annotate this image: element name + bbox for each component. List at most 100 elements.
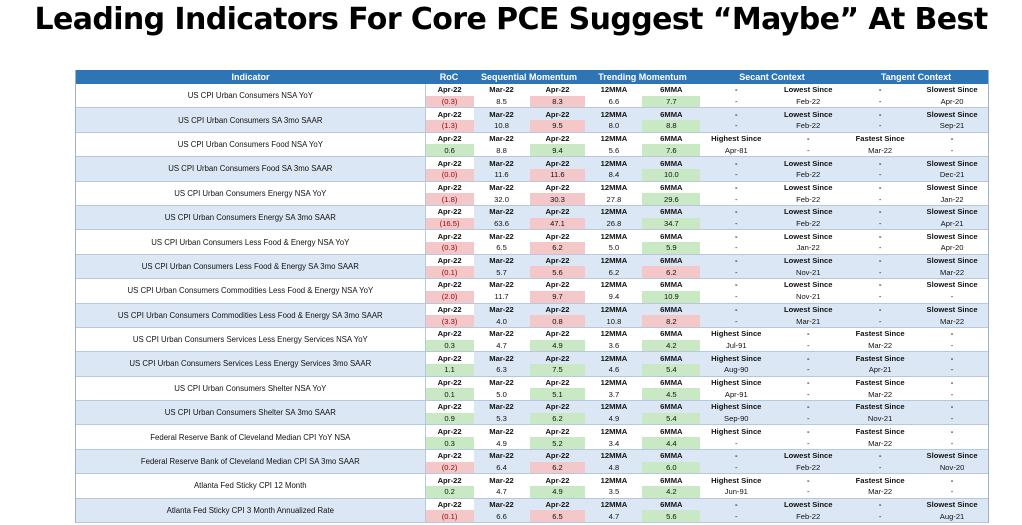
roc-period: Apr-22: [425, 84, 474, 96]
table-row: Atlanta Fed Sticky CPI 12 Month Apr-22 0…: [76, 474, 988, 499]
roc-value: (0.3): [425, 242, 474, 254]
mma12-cell: 12MMA 5.0: [585, 230, 642, 253]
roc-period: Apr-22: [425, 303, 474, 316]
tangent-a-cell: Fastest Since Mar-22: [844, 377, 916, 400]
table-row: US CPI Urban Consumers Less Food & Energ…: [76, 254, 988, 280]
secant-b-label: Lowest Since: [783, 280, 833, 290]
tangent-a-label: -: [878, 499, 882, 509]
seq-prev-period: Mar-22: [489, 231, 514, 241]
secant-b-cell: - -: [772, 328, 844, 351]
tangent-b-label: -: [950, 134, 954, 144]
seq-curr-value: 6.2: [529, 412, 586, 425]
tangent-b-value: Nov-20: [939, 462, 965, 472]
mma12-label: 12MMA: [600, 353, 628, 363]
secant-b-value: -: [806, 487, 810, 497]
roc-value: 0.9: [425, 412, 474, 425]
tangent-a-value: Mar-22: [868, 438, 893, 448]
tangent-a-label: Fastest Since: [855, 402, 905, 412]
mma12-label: 12MMA: [600, 158, 628, 168]
seq-curr-value: 0.8: [529, 315, 586, 327]
table-row: Federal Reserve Bank of Cleveland Median…: [76, 449, 988, 475]
roc-cell: Apr-22 0.2: [424, 474, 474, 498]
mma6-cell: 6MMA 5.9: [642, 230, 701, 254]
seq-prev-value: 4.9: [496, 438, 507, 448]
secant-b-label: -: [806, 329, 810, 339]
seq-prev-cell: Mar-22 5.3: [474, 401, 530, 424]
secant-a-cell: - -: [700, 450, 772, 473]
table-row: US CPI Urban Consumers Commodities Less …: [76, 303, 988, 328]
tangent-a-label: -: [878, 280, 882, 290]
tangent-b-value: -: [950, 487, 954, 497]
col-header-indicator: Indicator: [231, 72, 270, 82]
secant-b-cell: Lowest Since Nov-21: [772, 255, 844, 278]
table-header: Indicator RoC Sequential Momentum Trendi…: [76, 70, 988, 84]
roc-period: Apr-22: [425, 157, 474, 169]
roc-cell: Apr-22 (2.0): [424, 279, 474, 303]
indicator-name: US CPI Urban Consumers Energy SA 3mo SAA…: [164, 213, 336, 223]
secant-a-label: Highest Since: [711, 329, 762, 339]
secant-b-label: Lowest Since: [783, 182, 833, 192]
roc-value: (2.0): [425, 290, 474, 303]
roc-value: (0.0): [425, 168, 474, 181]
page-title: Leading Indicators For Core PCE Suggest …: [34, 2, 988, 37]
tangent-a-label: Fastest Since: [855, 134, 905, 144]
mma6-cell: 6MMA 4.2: [642, 328, 701, 352]
roc-value: (1.3): [425, 120, 474, 132]
tangent-a-label: -: [878, 207, 882, 217]
tangent-b-cell: - -: [916, 328, 988, 351]
tangent-a-cell: Fastest Since Mar-22: [844, 328, 916, 351]
tangent-a-cell: - -: [844, 230, 916, 253]
tangent-a-value: Mar-22: [868, 145, 893, 155]
roc-value: 0.2: [425, 485, 474, 498]
mma12-label: 12MMA: [600, 378, 628, 388]
indicator-name: US CPI Urban Consumers Less Food & Energ…: [141, 261, 359, 271]
col-header-roc: RoC: [439, 72, 459, 82]
secant-a-label: Highest Since: [711, 134, 762, 144]
roc-cell: Apr-22 (0.0): [424, 157, 474, 181]
indicator-name: Atlanta Fed Sticky CPI 3 Month Annualize…: [166, 505, 334, 515]
tangent-b-label: Slowest Since: [926, 231, 978, 241]
seq-prev-cell: Mar-22 6.3: [474, 352, 530, 375]
mma12-label: 12MMA: [600, 207, 628, 217]
secant-a-label: -: [735, 109, 738, 119]
secant-b-label: -: [806, 475, 810, 485]
mma12-cell: 12MMA 3.5: [585, 474, 642, 497]
roc-period: Apr-22: [425, 279, 474, 291]
tangent-b-cell: - -: [916, 352, 988, 375]
table-row: US CPI Urban Consumers Shelter NSA YoY A…: [76, 376, 988, 402]
seq-curr-cell: Apr-22 5.1: [529, 377, 586, 401]
secant-a-value: -: [735, 462, 738, 472]
roc-value: 1.1: [425, 364, 474, 376]
mma6-cell: 6MMA 4.2: [642, 474, 701, 498]
seq-curr-period: Apr-22: [545, 304, 570, 314]
secant-a-label: Highest Since: [711, 378, 762, 388]
seq-prev-value: 5.3: [496, 414, 507, 424]
mma12-value: 27.8: [606, 194, 622, 204]
tangent-b-cell: - -: [916, 474, 988, 497]
seq-curr-cell: Apr-22 7.5: [529, 352, 586, 376]
secant-a-value: -: [735, 292, 738, 302]
mma6-label: 6MMA: [660, 499, 683, 509]
mma6-value: 29.6: [642, 193, 701, 205]
indicator-name: US CPI Urban Consumers Shelter SA 3mo SA…: [164, 408, 336, 418]
seq-curr-value: 9.5: [529, 120, 586, 132]
tangent-a-label: -: [878, 451, 882, 461]
seq-curr-value: 8.3: [529, 95, 586, 108]
secant-a-label: -: [735, 280, 738, 290]
mma6-label: 6MMA: [660, 475, 683, 485]
mma6-value: 4.5: [642, 388, 701, 401]
mma6-label: 6MMA: [660, 256, 683, 266]
secant-b-value: Feb-22: [796, 219, 821, 228]
tangent-b-value: Dec-21: [939, 170, 965, 180]
seq-prev-period: Mar-22: [489, 353, 514, 363]
secant-a-cell: - -: [700, 206, 772, 229]
tangent-b-label: -: [950, 475, 954, 485]
secant-a-value: -: [735, 219, 738, 228]
table-row: US CPI Urban Consumers SA 3mo SAAR Apr-2…: [76, 108, 988, 133]
secant-a-value: -: [735, 170, 738, 180]
seq-curr-period: Apr-22: [545, 231, 570, 241]
seq-prev-period: Mar-22: [489, 85, 514, 95]
seq-curr-cell: Apr-22 5.6: [529, 255, 586, 279]
secant-a-cell: Highest Since Apr-91: [700, 377, 772, 400]
secant-b-label: Lowest Since: [783, 499, 833, 509]
